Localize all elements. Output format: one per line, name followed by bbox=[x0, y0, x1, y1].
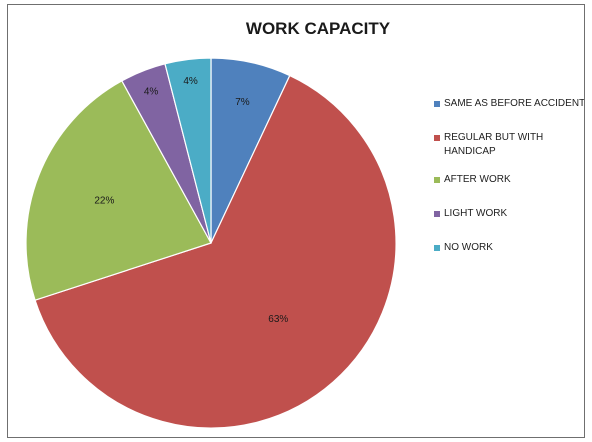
legend-swatch bbox=[434, 211, 440, 217]
pie-chart: 7% 63% 22% 4% 4% bbox=[25, 57, 397, 429]
legend-swatch bbox=[434, 135, 440, 141]
chart-frame: WORK CAPACITY 7% 63% 22% 4% 4% SAME AS BEFOR… bbox=[7, 4, 585, 438]
legend-label: REGULAR BUT WITH HANDICAP bbox=[444, 132, 544, 157]
legend-label: LIGHT WORK bbox=[444, 208, 508, 219]
data-label: 4% bbox=[183, 76, 198, 87]
data-label: 4% bbox=[144, 86, 159, 97]
legend-swatch bbox=[434, 177, 440, 183]
chart-title: WORK CAPACITY bbox=[245, 19, 391, 38]
data-label: 63% bbox=[268, 314, 288, 325]
legend-label: NO WORK bbox=[444, 242, 493, 253]
pie-slice-regular-but-with-handicap bbox=[34, 74, 397, 429]
legend-label: SAME AS BEFORE ACCIDENT bbox=[444, 98, 585, 109]
data-label: 7% bbox=[235, 97, 250, 108]
legend-swatch bbox=[434, 101, 440, 107]
pie-slice-no-work bbox=[164, 57, 212, 244]
legend-label: AFTER WORK bbox=[444, 174, 511, 185]
data-label: 22% bbox=[94, 195, 114, 206]
pie-slice-after-work bbox=[25, 80, 212, 301]
legend-swatch bbox=[434, 245, 440, 251]
